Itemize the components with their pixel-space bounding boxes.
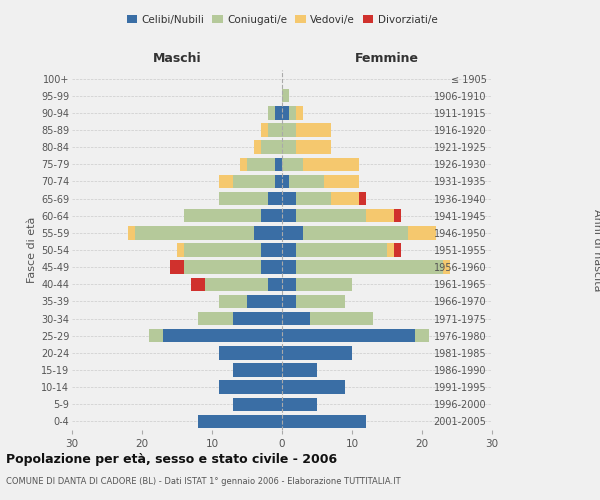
Bar bbox=[282, 414, 366, 428]
Bar bbox=[282, 226, 303, 239]
Bar bbox=[289, 174, 324, 188]
Bar bbox=[198, 312, 233, 326]
Bar bbox=[289, 106, 296, 120]
Bar bbox=[296, 294, 345, 308]
Bar bbox=[282, 244, 296, 256]
Bar bbox=[240, 158, 247, 171]
Bar bbox=[254, 140, 261, 154]
Bar bbox=[261, 260, 282, 274]
Bar bbox=[310, 312, 373, 326]
Bar bbox=[282, 192, 296, 205]
Bar bbox=[282, 158, 303, 171]
Bar bbox=[282, 380, 345, 394]
Bar bbox=[282, 329, 415, 342]
Bar bbox=[282, 140, 296, 154]
Bar bbox=[282, 294, 296, 308]
Bar bbox=[275, 158, 282, 171]
Bar bbox=[282, 364, 317, 376]
Bar bbox=[219, 380, 282, 394]
Text: Popolazione per età, sesso e stato civile - 2006: Popolazione per età, sesso e stato civil… bbox=[6, 452, 337, 466]
Bar bbox=[261, 244, 282, 256]
Bar bbox=[219, 294, 247, 308]
Bar bbox=[219, 346, 282, 360]
Bar bbox=[163, 329, 282, 342]
Bar bbox=[415, 329, 429, 342]
Bar bbox=[296, 244, 387, 256]
Bar bbox=[184, 260, 261, 274]
Bar bbox=[268, 124, 282, 136]
Bar bbox=[219, 192, 268, 205]
Bar bbox=[282, 209, 296, 222]
Bar bbox=[191, 278, 205, 291]
Bar bbox=[198, 414, 282, 428]
Legend: Celibi/Nubili, Coniugati/e, Vedovi/e, Divorziati/e: Celibi/Nubili, Coniugati/e, Vedovi/e, Di… bbox=[122, 10, 442, 29]
Bar bbox=[282, 106, 289, 120]
Bar bbox=[233, 364, 282, 376]
Bar bbox=[324, 174, 359, 188]
Bar bbox=[282, 278, 296, 291]
Bar bbox=[261, 140, 282, 154]
Bar bbox=[275, 174, 282, 188]
Bar bbox=[282, 124, 296, 136]
Bar bbox=[268, 106, 275, 120]
Bar bbox=[394, 209, 401, 222]
Bar bbox=[261, 209, 282, 222]
Bar bbox=[296, 140, 331, 154]
Bar bbox=[282, 346, 352, 360]
Bar bbox=[268, 278, 282, 291]
Bar bbox=[296, 278, 352, 291]
Bar bbox=[233, 312, 282, 326]
Bar bbox=[149, 329, 163, 342]
Bar bbox=[205, 278, 268, 291]
Bar bbox=[296, 124, 331, 136]
Bar bbox=[282, 89, 289, 102]
Text: Maschi: Maschi bbox=[152, 52, 202, 65]
Bar bbox=[128, 226, 135, 239]
Bar bbox=[282, 398, 317, 411]
Bar bbox=[177, 244, 184, 256]
Text: Anni di nascita: Anni di nascita bbox=[592, 209, 600, 291]
Bar bbox=[282, 174, 289, 188]
Bar bbox=[170, 260, 184, 274]
Bar bbox=[254, 226, 282, 239]
Bar bbox=[247, 158, 275, 171]
Bar bbox=[296, 192, 331, 205]
Bar bbox=[359, 192, 366, 205]
Bar bbox=[261, 124, 268, 136]
Bar bbox=[219, 174, 233, 188]
Bar bbox=[303, 158, 359, 171]
Bar bbox=[247, 294, 282, 308]
Bar bbox=[394, 244, 401, 256]
Bar bbox=[184, 244, 261, 256]
Bar bbox=[296, 106, 303, 120]
Bar bbox=[282, 260, 296, 274]
Text: Femmine: Femmine bbox=[355, 52, 419, 65]
Bar bbox=[443, 260, 450, 274]
Bar bbox=[303, 226, 408, 239]
Bar bbox=[296, 260, 443, 274]
Bar bbox=[296, 209, 366, 222]
Bar bbox=[268, 192, 282, 205]
Bar bbox=[135, 226, 254, 239]
Text: COMUNE DI DANTA DI CADORE (BL) - Dati ISTAT 1° gennaio 2006 - Elaborazione TUTTI: COMUNE DI DANTA DI CADORE (BL) - Dati IS… bbox=[6, 478, 401, 486]
Bar bbox=[233, 174, 275, 188]
Bar bbox=[275, 106, 282, 120]
Bar bbox=[366, 209, 394, 222]
Bar bbox=[184, 209, 261, 222]
Bar bbox=[408, 226, 436, 239]
Bar bbox=[387, 244, 394, 256]
Bar bbox=[233, 398, 282, 411]
Bar bbox=[331, 192, 359, 205]
Bar bbox=[282, 312, 310, 326]
Y-axis label: Fasce di età: Fasce di età bbox=[26, 217, 37, 283]
